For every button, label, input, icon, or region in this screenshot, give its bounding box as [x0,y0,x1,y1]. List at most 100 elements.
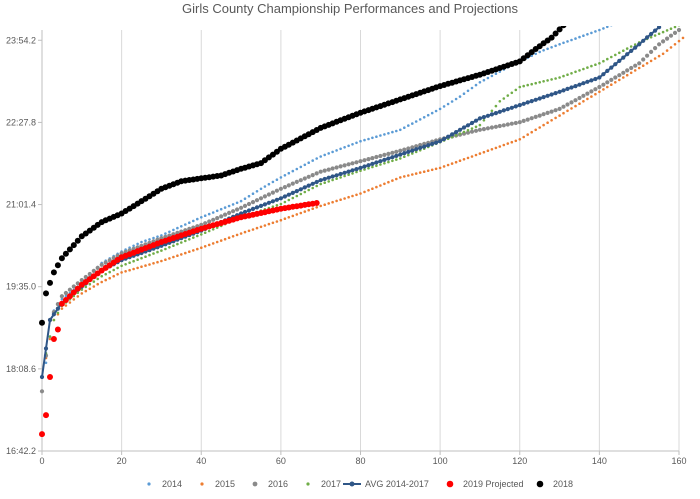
data-point [63,290,68,296]
data-point [282,185,287,190]
data-point [473,118,479,123]
data-point [267,222,271,226]
data-point [299,192,303,196]
data-point [323,203,327,206]
data-point [549,92,554,97]
data-point [318,178,323,183]
data-point [458,132,462,135]
x-tick-label: 120 [512,456,527,466]
data-point [661,39,666,44]
data-point [299,165,303,169]
data-point [502,97,506,100]
data-point [331,200,334,204]
data-point [554,116,557,120]
data-point [176,254,179,257]
data-point [399,157,402,160]
data-point [430,141,435,146]
data-point [322,176,327,182]
legend-label: 2017 [321,479,341,489]
data-point [669,27,673,31]
data-point [489,112,494,117]
data-point [274,188,279,193]
legend-swatch [446,480,454,488]
data-point [530,54,533,57]
data-point [399,176,402,179]
data-point [227,204,231,208]
data-point [489,125,494,130]
data-point [156,235,159,238]
data-point [430,111,434,115]
data-point [565,86,570,91]
data-point [290,190,295,195]
y-tick-label: 21:01.4 [6,200,36,210]
data-point [589,89,594,94]
data-point [534,128,537,132]
data-point [569,85,574,90]
data-point [633,63,638,68]
data-point [64,294,68,298]
data-point [211,211,215,214]
data-point [84,285,88,289]
data-point [387,180,390,184]
data-point [573,84,578,89]
legend-swatch [306,482,310,486]
data-point [621,70,626,75]
data-point [160,249,163,252]
data-point [411,152,414,155]
data-point [144,255,147,258]
data-point [358,159,363,164]
data-point [235,233,239,237]
data-point [258,203,264,208]
data-point [243,197,247,200]
data-point [335,149,338,152]
data-point [665,36,670,41]
data-point [92,280,96,283]
data-point [338,171,343,177]
data-point [59,294,64,299]
data-point [462,130,466,134]
data-point [462,92,466,95]
data-point [358,165,363,170]
data-point [462,158,466,161]
legend-item: 2015 [200,479,235,489]
data-point [366,157,371,162]
data-point [586,97,589,101]
data-point [581,81,586,86]
data-point [290,181,295,186]
data-point [246,201,252,207]
data-point [346,162,351,167]
data-point [490,109,494,113]
data-point [367,137,370,141]
data-point [482,119,486,122]
data-point [387,132,390,135]
data-point [279,202,283,206]
data-point [561,104,566,109]
data-point [76,295,80,298]
data-point [215,209,219,213]
data-point [339,176,342,179]
data-point [485,113,490,118]
data-point [66,246,73,253]
data-point [60,297,64,301]
data-point [657,26,662,30]
legend-label: 2015 [215,479,235,489]
data-point [541,95,546,100]
data-point [641,64,645,67]
data-point [649,35,653,39]
data-point [342,170,347,175]
data-point [286,183,291,188]
data-point [315,157,319,160]
data-point [518,85,522,89]
data-point [513,120,518,126]
data-point [298,178,303,183]
data-point [104,278,107,282]
data-point [598,62,601,65]
data-point [407,153,410,157]
data-point [286,192,291,197]
data-point [633,43,637,46]
data-point [501,123,506,128]
data-point [383,182,386,186]
data-point [557,89,562,94]
data-point [426,113,430,117]
data-point [243,230,247,234]
